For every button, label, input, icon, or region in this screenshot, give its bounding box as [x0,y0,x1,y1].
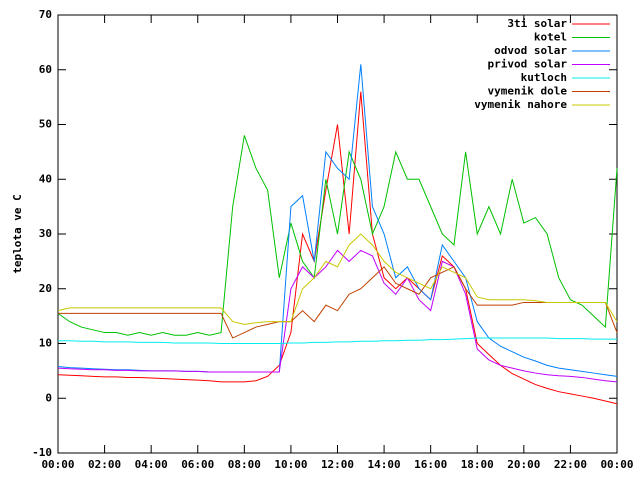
x-tick-label: 00:00 [41,458,74,471]
x-tick-label: 20:00 [507,458,540,471]
legend-label: vymenik dole [488,85,568,98]
x-tick-label: 16:00 [414,458,447,471]
series-line [57,91,618,405]
legend-label: 3ti solar [507,17,567,30]
x-tick-label: 02:00 [88,458,121,471]
series-line [57,233,618,325]
series-line [58,266,618,339]
x-tick-label: 00:00 [600,458,633,471]
y-tick-label: 60 [39,63,52,76]
x-tick-label: 06:00 [181,458,214,471]
y-tick-label: 50 [39,118,52,131]
series-line [57,135,618,336]
y-tick-label: 40 [39,172,52,185]
x-tick-label: 22:00 [554,458,587,471]
legend-label: vymenik nahore [474,98,567,111]
y-tick-label: 70 [39,8,52,21]
y-tick-label: -10 [32,446,52,459]
legend-label: kotel [534,31,567,44]
y-axis-label: teplota ve C [11,194,24,273]
x-tick-label: 04:00 [135,458,168,471]
series-line [58,337,617,344]
x-tick-label: 14:00 [368,458,401,471]
x-tick-label: 18:00 [461,458,494,471]
legend-label: privod solar [488,58,568,71]
x-tick-label: 12:00 [321,458,354,471]
legend-label: odvod solar [494,44,567,57]
x-tick-label: 08:00 [228,458,261,471]
series-line [57,249,618,383]
plot-border [57,14,618,454]
y-tick-label: 0 [45,391,52,404]
x-tick-label: 10:00 [274,458,307,471]
y-tick-label: 20 [39,282,52,295]
y-tick-label: 30 [39,227,52,240]
y-tick-label: 10 [39,337,52,350]
legend-label: kutloch [521,71,567,84]
